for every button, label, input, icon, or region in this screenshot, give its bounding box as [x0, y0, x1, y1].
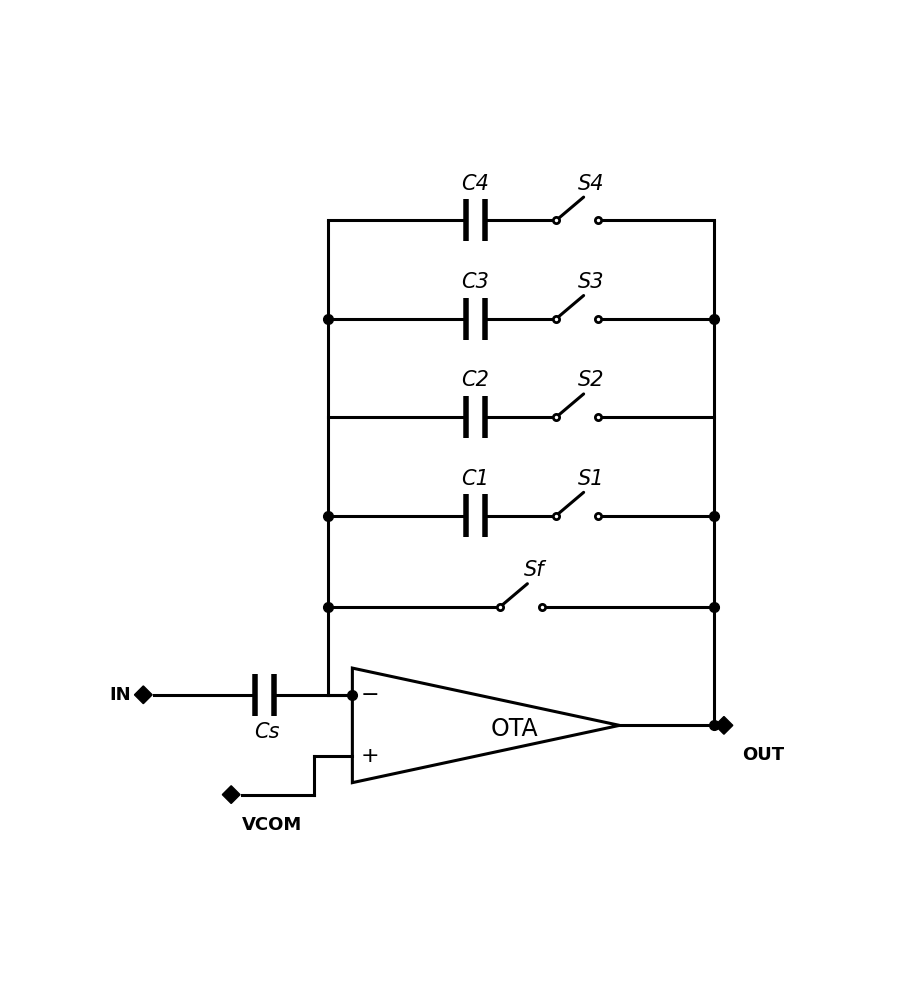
Polygon shape — [222, 786, 240, 803]
Text: Cs: Cs — [254, 722, 279, 742]
Text: C1: C1 — [462, 469, 489, 489]
Text: S4: S4 — [578, 174, 605, 194]
Text: S1: S1 — [578, 469, 605, 489]
Text: Sf: Sf — [523, 560, 544, 580]
Text: C4: C4 — [462, 174, 489, 194]
Polygon shape — [134, 686, 152, 704]
Text: −: − — [361, 685, 379, 705]
Text: OUT: OUT — [742, 746, 784, 764]
Text: OTA: OTA — [490, 717, 538, 741]
Text: S2: S2 — [578, 370, 605, 390]
Text: C2: C2 — [462, 370, 489, 390]
Text: IN: IN — [110, 686, 131, 704]
Text: S3: S3 — [578, 272, 605, 292]
Text: VCOM: VCOM — [242, 816, 302, 834]
Text: C3: C3 — [462, 272, 489, 292]
Polygon shape — [715, 717, 733, 734]
Text: +: + — [361, 746, 379, 766]
